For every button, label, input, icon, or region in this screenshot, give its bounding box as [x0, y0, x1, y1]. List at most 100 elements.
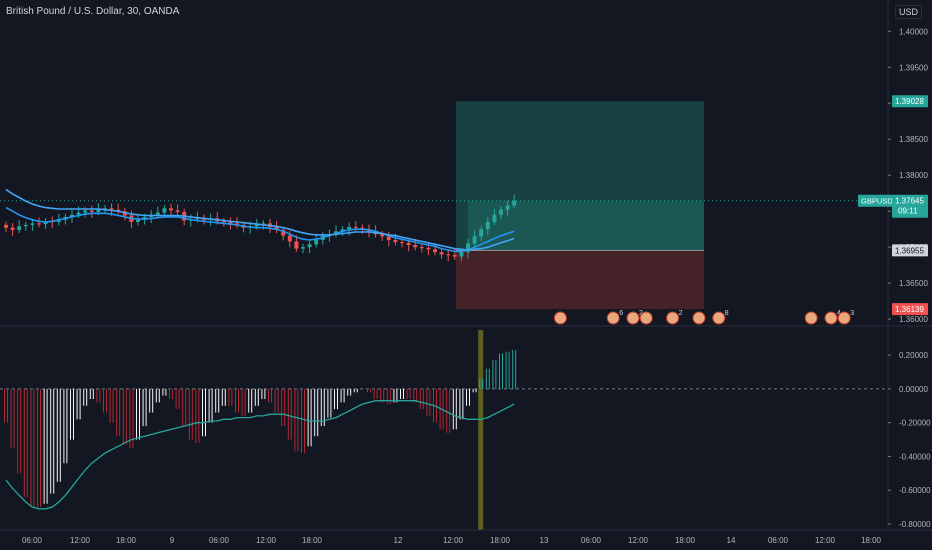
y-tick-label: 1.38500 — [899, 135, 928, 144]
chart-title: British Pound / U.S. Dollar, 30, OANDA — [6, 6, 180, 17]
x-tick-label: 18:00 — [861, 536, 882, 545]
candle-body — [254, 224, 259, 227]
candle-body — [37, 223, 41, 225]
x-tick-label: 18:00 — [302, 536, 323, 545]
candle-body — [400, 242, 404, 244]
y-tick-label: -0.20000 — [899, 419, 931, 428]
candle-body — [83, 210, 88, 213]
x-tick-label: 9 — [170, 536, 175, 545]
x-tick-label: 06:00 — [22, 536, 43, 545]
event-marker-count: 2 — [639, 310, 643, 317]
symbol-label-bg — [858, 194, 893, 207]
open-pnl-zone — [468, 200, 704, 251]
candle-body — [446, 254, 451, 256]
candle-body — [386, 236, 391, 240]
x-tick-label: 18:00 — [490, 536, 511, 545]
currency-label[interactable]: USD — [894, 5, 922, 19]
entry-price-label-bg — [892, 244, 928, 257]
candle-body — [433, 249, 437, 253]
candle-body — [287, 235, 292, 242]
event-marker-icon — [824, 311, 838, 325]
x-tick-label: 12:00 — [70, 536, 91, 545]
candle-body — [505, 205, 510, 210]
candle-body — [301, 247, 305, 249]
candle-body — [340, 229, 345, 232]
candle-body — [472, 236, 477, 244]
candle-body — [103, 208, 107, 210]
target-price-label-bg — [892, 95, 928, 108]
event-marker-icon — [606, 311, 620, 325]
position-zones[interactable] — [456, 101, 704, 310]
ma-fast-line — [5, 206, 515, 253]
event-marker-count: 4 — [837, 310, 841, 317]
candle-body — [499, 209, 503, 215]
current-price-label-bg — [892, 194, 928, 218]
x-tick-label: 14 — [727, 536, 736, 545]
y-tick-label: 0.20000 — [899, 351, 928, 360]
y-tick-label: 0.00000 — [899, 385, 928, 394]
x-tick-label: 13 — [540, 536, 549, 545]
candle-body — [294, 241, 299, 249]
candle-body — [466, 243, 470, 253]
candle-body — [439, 252, 444, 255]
y-tick-label: 1.38000 — [899, 171, 928, 180]
candle-body — [393, 239, 398, 243]
x-tick-label: 12:00 — [256, 536, 277, 545]
current-price-label: 1.37645 — [895, 197, 924, 206]
entry-price-label: 1.36955 — [895, 246, 924, 255]
stop-price-label: 1.36139 — [895, 305, 924, 314]
event-marker-icon — [626, 311, 640, 325]
event-marker-icon — [639, 311, 653, 325]
event-marker-icon — [666, 311, 680, 325]
x-tick-label: 12:00 — [443, 536, 464, 545]
candle-body — [228, 221, 233, 224]
event-marker-count: 8 — [725, 310, 729, 317]
candle-body — [406, 242, 411, 245]
x-tick-label: 18:00 — [116, 536, 137, 545]
candle-body — [479, 229, 484, 237]
x-tick-label: 18:00 — [675, 536, 696, 545]
candle-body — [452, 255, 457, 257]
candle-body — [380, 234, 385, 237]
candle-body — [96, 209, 101, 212]
candle-body — [347, 227, 352, 230]
candle-body — [109, 208, 114, 210]
event-marker-icon — [804, 311, 818, 325]
candle-body — [89, 210, 94, 212]
event-marker-count: 3 — [850, 310, 854, 317]
y-tick-label: 1.36500 — [899, 279, 928, 288]
x-tick-label: 06:00 — [209, 536, 230, 545]
target-price-label: 1.39028 — [895, 97, 924, 106]
candle-body — [459, 252, 464, 257]
candle-body — [307, 244, 312, 248]
stop-price-label-bg — [892, 303, 928, 316]
candle-body — [56, 219, 61, 222]
session-highlight — [478, 330, 484, 530]
x-tick-label: 06:00 — [581, 536, 602, 545]
y-tick-label: 1.36000 — [899, 315, 928, 324]
indicator-pane — [0, 330, 887, 530]
countdown-label: 09:11 — [898, 207, 918, 216]
symbol-label: GBPUSD — [861, 197, 893, 206]
candle-body — [4, 224, 8, 228]
x-tick-label: 12 — [394, 536, 403, 545]
loss-zone — [456, 250, 704, 310]
event-marker-count: 2 — [679, 310, 683, 317]
candle-body — [353, 227, 358, 229]
x-tick-label: 12:00 — [815, 536, 836, 545]
candle-body — [70, 214, 74, 217]
candle-body — [175, 210, 180, 212]
candle-body — [281, 229, 286, 236]
y-tick-label: 1.39500 — [899, 63, 928, 72]
candle-body — [314, 239, 319, 245]
event-marker-icon — [553, 311, 567, 325]
candle-body — [169, 208, 173, 211]
candle-body — [30, 223, 35, 225]
price-pane: 6 2 2 8 4 3 — [0, 188, 887, 325]
candle-body — [485, 221, 490, 230]
y-tick-label: -0.80000 — [899, 520, 931, 529]
candle-body — [221, 221, 226, 223]
candle-body — [17, 226, 22, 230]
